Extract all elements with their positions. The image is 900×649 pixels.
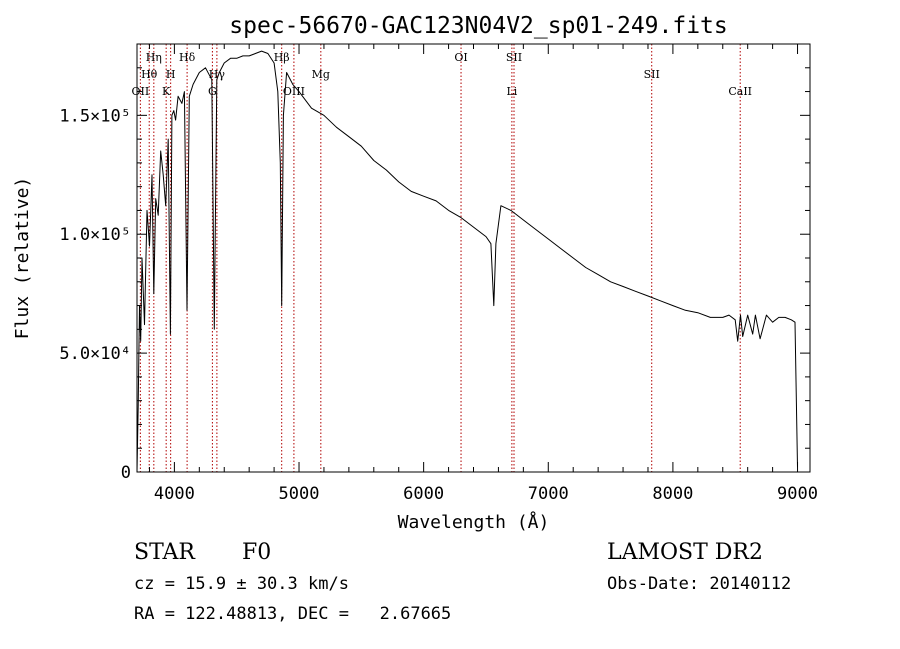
y-axis-label: Flux (relative) <box>12 177 33 340</box>
axis-ticks: 4000 5000 6000 7000 8000 9000 0 5.0×10⁴ 1.0×10⁵ 1… <box>59 44 818 504</box>
line-label-5: Hδ <box>179 51 196 64</box>
spectrum-series-0 <box>136 50 798 473</box>
line-label-11: OI <box>454 51 467 64</box>
x-tick-label-4: 8000 <box>652 484 693 504</box>
plot-frame <box>136 43 811 473</box>
line-label-4: H <box>166 68 176 81</box>
y-tick-label-1: 5.0×10⁴ <box>59 344 131 364</box>
redshift-cz: cz = 15.9 ± 30.3 km/s <box>134 574 349 594</box>
chart-title: spec-56670-GAC123N04V2_sp01-249.fits <box>229 13 728 39</box>
line-label-3: K <box>162 85 171 98</box>
x-tick-label-2: 6000 <box>403 484 444 504</box>
y-tick-label-3: 1.5×10⁵ <box>59 106 131 126</box>
spectrum-series-group <box>136 50 798 473</box>
x-tick-label-1: 5000 <box>279 484 320 504</box>
line-label-12: Li <box>506 85 517 98</box>
ra-dec: RA = 122.48813, DEC = 2.67665 <box>134 604 452 624</box>
line-label-13: SII <box>506 51 522 64</box>
line-label-1: Hθ <box>141 68 158 81</box>
object-subclass: F0 <box>242 540 272 565</box>
obs-date: Obs-Date: 20140112 <box>607 574 792 594</box>
x-tick-label-3: 7000 <box>528 484 569 504</box>
line-label-7: Hγ <box>209 68 226 81</box>
survey-name: LAMOST DR2 <box>607 540 763 565</box>
chart-text: spec-56670-GAC123N04V2_sp01-249.fits Wave… <box>12 13 728 533</box>
line-label-14: SII <box>644 68 660 81</box>
x-tick-label-0: 4000 <box>154 484 195 504</box>
plot-border <box>136 43 811 473</box>
line-label-10: Mg <box>312 68 330 81</box>
object-class: STAR <box>134 540 195 565</box>
y-tick-label-0: 0 <box>121 463 131 483</box>
line-label-8: Hβ <box>274 51 290 64</box>
line-label-2: Hη <box>146 51 162 64</box>
line-label-9: OIII <box>283 85 305 98</box>
x-tick-label-5: 9000 <box>777 484 818 504</box>
line-label-15: CaII <box>728 85 752 98</box>
x-axis-label: Wavelength (Å) <box>398 511 550 533</box>
y-tick-label-2: 1.0×10⁵ <box>59 225 131 245</box>
